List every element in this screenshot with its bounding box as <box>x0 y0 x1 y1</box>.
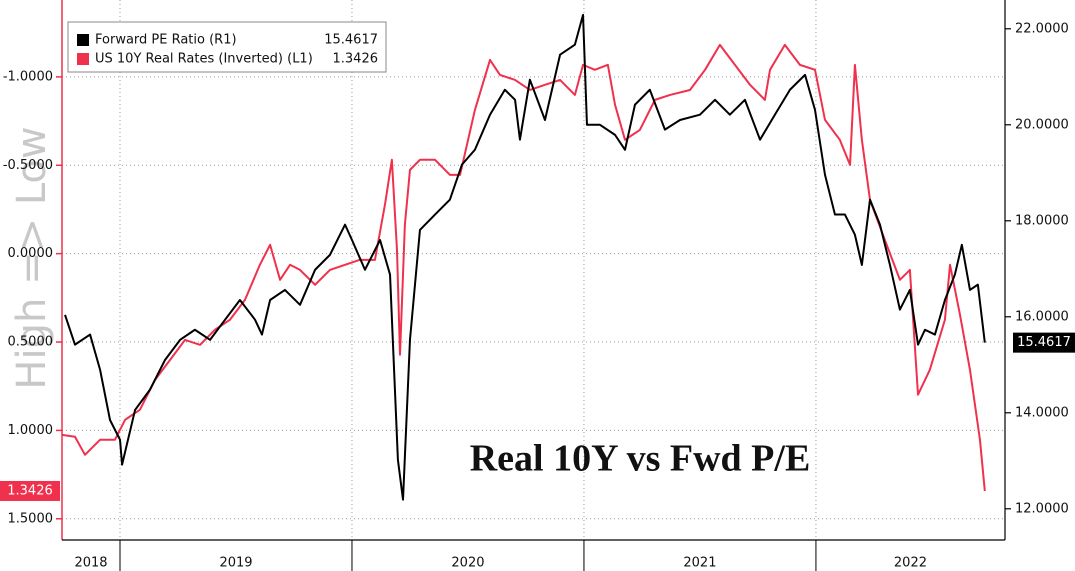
y-tick-label: 1.5000 <box>8 511 54 526</box>
legend-label: US 10Y Real Rates (Inverted) (L1) <box>95 52 313 67</box>
plot-lines <box>61 13 986 501</box>
last-value-box <box>1013 332 1075 353</box>
last-value-label: 1.3426 <box>7 483 53 498</box>
y2-tick-label: 18.0000 <box>1015 213 1069 228</box>
annotation: Real 10Y vs Fwd P/E <box>470 438 811 480</box>
y-tick-label: -1.0000 <box>3 69 53 84</box>
y2-tick-label: 12.0000 <box>1015 501 1069 516</box>
last-value-box <box>0 480 60 501</box>
x-tick-label: 2021 <box>683 556 716 571</box>
y-tick-label: 0.5000 <box>8 335 54 350</box>
legend: Forward PE Ratio (R1) 15.4617 US 10Y Real … <box>67 21 387 73</box>
x-tick-label: 2019 <box>219 556 252 571</box>
y-tick-label: 0.0000 <box>8 246 54 261</box>
last-value-label: 15.4617 <box>1017 335 1071 350</box>
y2-tick-label: 16.0000 <box>1015 309 1069 324</box>
x-tick-label: 2018 <box>74 556 107 571</box>
x-tick-label: 2022 <box>894 556 927 571</box>
y-tick-label: 1.0000 <box>8 423 54 438</box>
x-tick-label: 2020 <box>451 556 484 571</box>
legend-value: 1.3426 <box>333 52 379 67</box>
legend-swatch <box>77 53 89 65</box>
legend-label: Forward PE Ratio (R1) <box>95 33 237 48</box>
legend-box <box>67 21 387 73</box>
legend-swatch <box>77 34 89 46</box>
y2-tick-label: 22.0000 <box>1015 21 1069 36</box>
series-line <box>61 43 986 492</box>
y2-tick-label: 14.0000 <box>1015 405 1069 420</box>
legend-value: 15.4617 <box>324 33 378 48</box>
y2-tick-label: 20.0000 <box>1015 117 1069 132</box>
series-line <box>64 13 986 501</box>
watermark: High => Low <box>9 126 55 389</box>
y-tick-label: -0.5000 <box>3 158 53 173</box>
